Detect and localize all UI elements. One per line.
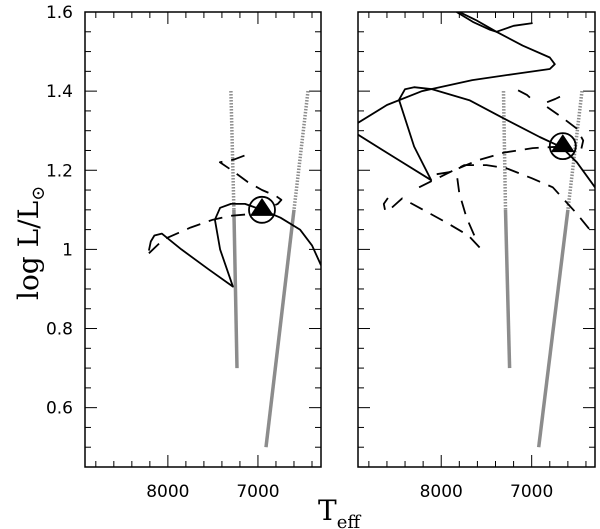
x-tick-label: 7000 bbox=[510, 482, 553, 502]
y-axis-label: log L/L⊙ bbox=[12, 186, 49, 300]
evolutionary-track-dashed bbox=[436, 145, 563, 176]
star-position-circle bbox=[248, 195, 276, 224]
instability-strip-edge bbox=[264, 209, 296, 448]
evolutionary-track-dashed bbox=[418, 164, 594, 235]
instability-strip-extension bbox=[501, 91, 508, 210]
evolutionary-track-solid bbox=[358, 12, 556, 124]
instability-strip-edge bbox=[503, 209, 512, 369]
star-position-triangle bbox=[250, 197, 274, 216]
evolutionary-track-dashed bbox=[382, 197, 389, 210]
x-tick-label: 7000 bbox=[236, 482, 279, 502]
evolutionary-track-solid bbox=[456, 12, 533, 33]
y-tick-label: 0.8 bbox=[46, 320, 73, 340]
left-panel-frame bbox=[84, 11, 322, 468]
star-position-triangle bbox=[550, 134, 575, 153]
evolutionary-track-dashed bbox=[546, 106, 585, 149]
y-tick-label: 1 bbox=[62, 240, 73, 260]
instability-strip-extension bbox=[292, 90, 310, 211]
y-tick-label: 1.4 bbox=[46, 82, 73, 102]
x-tick-label: 8000 bbox=[420, 482, 463, 502]
x-tick-label: 8000 bbox=[146, 482, 189, 502]
star-position-circle bbox=[548, 132, 577, 161]
instability-strip-extension bbox=[566, 90, 584, 211]
instability-strip-edge bbox=[232, 209, 239, 369]
right-panel-frame bbox=[357, 11, 596, 468]
evolutionary-track-dashed bbox=[391, 197, 484, 252]
x-axis-label: Teff bbox=[318, 494, 361, 529]
instability-strip-edge bbox=[536, 209, 570, 448]
evolutionary-track-dashed bbox=[517, 89, 535, 102]
y-tick-label: 0.6 bbox=[46, 399, 73, 419]
y-tick-label: 1.6 bbox=[46, 3, 73, 23]
instability-strip-extension bbox=[229, 91, 236, 210]
y-tick-label: 1.2 bbox=[46, 161, 73, 181]
evolutionary-track-dashed bbox=[148, 151, 283, 254]
evolutionary-track-dashed bbox=[456, 178, 478, 241]
evolutionary-track-dashed bbox=[546, 94, 564, 104]
